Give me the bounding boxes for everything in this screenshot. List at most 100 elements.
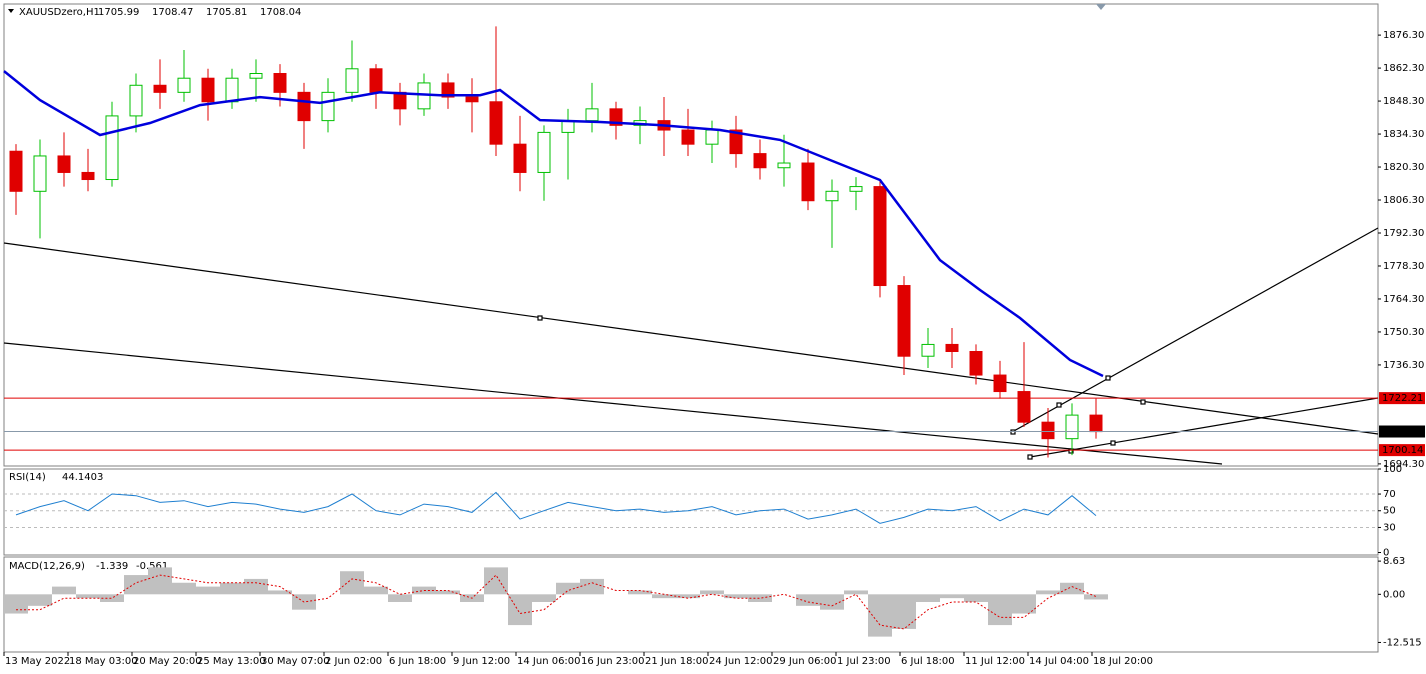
candle-body <box>9 150 23 192</box>
x-tick-label: 21 Jun 18:00 <box>645 656 709 667</box>
symbol-title: XAUUSDzero,H1 <box>19 7 100 18</box>
candle-body <box>225 77 239 103</box>
candle-body <box>945 343 959 353</box>
macd-bar <box>940 594 964 599</box>
y-tick-label: 1834.30 <box>1383 129 1424 140</box>
candle-body <box>1089 414 1103 433</box>
y-tick-label: -12.515 <box>1383 637 1422 648</box>
y-tick-label: 1862.30 <box>1383 63 1424 74</box>
candle-body <box>321 91 335 122</box>
macd-bar <box>988 594 1012 626</box>
y-tick-label: 70 <box>1383 489 1396 500</box>
macd-bar <box>436 590 460 595</box>
moving-average <box>3 70 1104 378</box>
candle-body <box>705 129 719 145</box>
candle-body <box>465 96 479 103</box>
macd-bar <box>1084 594 1108 600</box>
y-tick-label: 8.63 <box>1383 556 1405 567</box>
candle-body <box>1065 414 1079 440</box>
macd-bar <box>796 594 820 606</box>
macd-bar <box>484 567 508 595</box>
candle-body <box>297 91 311 122</box>
candle-body <box>249 73 263 79</box>
y-tick-label: 100 <box>1383 464 1402 475</box>
candle-body <box>849 186 863 192</box>
rsi-panel <box>3 468 1379 556</box>
candle-body <box>897 285 911 357</box>
candle-body <box>969 351 983 376</box>
x-tick-label: 24 Jun 12:00 <box>709 656 773 667</box>
macd-bar <box>268 590 292 595</box>
x-tick-label: 18 May 03:00 <box>69 656 138 667</box>
y-tick-label: 0.00 <box>1383 589 1405 600</box>
macd-bar <box>820 594 844 610</box>
candle-body <box>57 155 71 173</box>
macd-bar <box>388 594 412 602</box>
x-tick-label: 30 May 07:00 <box>261 656 330 667</box>
ohlc-high: 1708.47 <box>152 7 193 18</box>
price-label: 1708.04 <box>1382 427 1423 438</box>
candle-body <box>537 131 551 173</box>
macd-bar <box>580 578 604 595</box>
candle-body <box>993 374 1007 393</box>
rsi-line <box>15 491 1097 524</box>
y-tick-label: 1764.30 <box>1383 294 1424 305</box>
candle-body <box>129 84 143 117</box>
candle-body <box>345 68 359 93</box>
x-tick-label: 9 Jun 12:00 <box>453 656 510 667</box>
signal-current: -0.561 <box>136 561 168 572</box>
shift-marker <box>1096 4 1106 10</box>
macd-bar <box>508 594 532 626</box>
macd-bar <box>556 582 580 595</box>
macd-bar <box>868 594 892 637</box>
candle-body <box>825 190 839 202</box>
macd-current: -1.339 <box>96 561 128 572</box>
candle-body <box>801 162 815 202</box>
y-tick-label: 1820.30 <box>1383 162 1424 173</box>
ohlc-close: 1708.04 <box>260 7 301 18</box>
candle-body <box>777 162 791 169</box>
candle-body <box>33 155 47 192</box>
x-tick-label: 16 Jun 23:00 <box>581 656 645 667</box>
candle-body <box>921 343 935 357</box>
y-tick-label: 50 <box>1383 506 1396 517</box>
y-tick-label: 1694.30 <box>1383 459 1424 470</box>
ohlc-open: 1705.99 <box>98 7 139 18</box>
candle-body <box>393 91 407 110</box>
candle-body <box>489 101 503 145</box>
price-label: 1722.21 <box>1382 393 1423 404</box>
macd-bar <box>124 575 148 595</box>
candle-body <box>153 84 167 93</box>
y-tick-label: 1876.30 <box>1383 30 1424 41</box>
signal-line <box>16 574 1097 630</box>
macd-bar <box>52 586 76 595</box>
macd-bar <box>100 594 124 602</box>
x-tick-label: 20 May 20:00 <box>133 656 202 667</box>
candle-body <box>105 115 119 181</box>
macd-bar <box>172 582 196 595</box>
macd-bar <box>724 594 748 599</box>
y-tick-label: 1792.30 <box>1383 228 1424 239</box>
macd-bar <box>1060 582 1084 595</box>
x-tick-label: 11 Jul 12:00 <box>965 656 1025 667</box>
x-tick-label: 1 Jul 23:00 <box>837 656 891 667</box>
main-panel <box>3 3 1379 467</box>
candle-body <box>273 73 287 93</box>
macd-bar <box>748 594 772 602</box>
macd-title: MACD(12,26,9) <box>9 561 85 572</box>
macd-bar <box>340 571 364 595</box>
candle-body <box>873 186 887 287</box>
macd-bar <box>244 578 268 595</box>
macd-bar <box>892 594 916 629</box>
macd-bar <box>916 594 940 602</box>
y-tick-label: 1848.30 <box>1383 96 1424 107</box>
price-label-bg <box>1379 425 1425 438</box>
x-tick-label: 18 Jul 20:00 <box>1093 656 1153 667</box>
candle-body <box>561 120 575 133</box>
x-tick-label: 14 Jun 06:00 <box>517 656 581 667</box>
menu-arrow <box>8 9 14 13</box>
macd-bar <box>676 594 700 599</box>
x-tick-label: 6 Jul 18:00 <box>901 656 955 667</box>
